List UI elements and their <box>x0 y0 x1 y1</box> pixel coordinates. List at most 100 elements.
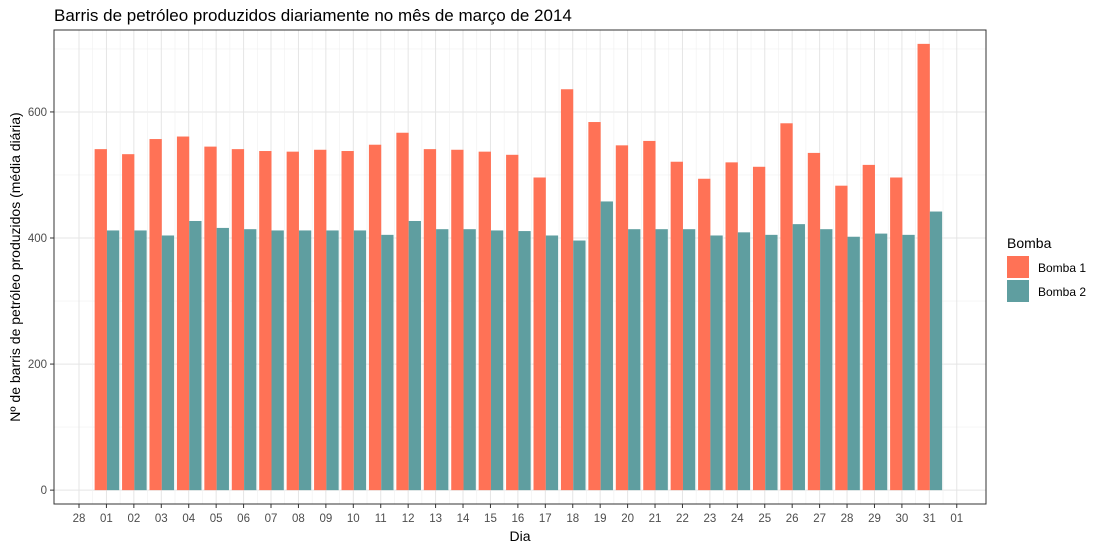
bar-bomba-1-day-18 <box>560 89 574 491</box>
x-tick-label: 02 <box>127 513 140 525</box>
y-axis: 0 200 400 600 <box>28 107 54 497</box>
x-tick-label: 10 <box>347 513 360 525</box>
bar-bomba-1-day-27 <box>807 152 821 491</box>
bar-bomba-1-day-09 <box>314 149 327 491</box>
bar-bomba-2-day-28 <box>847 236 860 491</box>
bar-bomba-2-day-06 <box>244 229 257 491</box>
x-tick-label: 18 <box>566 513 579 525</box>
bar-bomba-1-day-07 <box>259 151 272 491</box>
bar-bomba-1-day-26 <box>780 123 793 491</box>
bar-bomba-2-day-02 <box>134 230 147 491</box>
bar-bomba-2-day-01 <box>106 230 120 491</box>
bar-bomba-2-day-23 <box>710 235 723 491</box>
bar-bomba-2-day-12 <box>408 220 421 491</box>
x-tick-label: 29 <box>868 513 881 525</box>
x-tick-label: 08 <box>292 513 305 525</box>
bar-bomba-2-day-19 <box>600 201 613 491</box>
x-tick-label: 07 <box>265 513 278 525</box>
x-tick-label: 16 <box>511 513 524 525</box>
bar-bomba-1-day-14 <box>451 149 464 491</box>
bar-bomba-1-day-31 <box>917 43 930 491</box>
x-tick-label: 03 <box>155 513 168 525</box>
bar-bomba-2-day-10 <box>353 230 367 491</box>
bar-bomba-1-day-12 <box>396 132 409 491</box>
bar-bomba-1-day-21 <box>643 140 656 491</box>
x-tick-label: 15 <box>484 513 497 525</box>
bar-bomba-1-day-13 <box>423 149 437 491</box>
bar-bomba-1-day-04 <box>176 136 190 491</box>
bar-bomba-2-day-11 <box>381 234 394 491</box>
legend-key-bomba-2 <box>1007 280 1029 302</box>
bars <box>94 43 943 491</box>
bar-bomba-2-day-20 <box>628 229 641 491</box>
x-tick-label: 27 <box>813 513 826 525</box>
bar-bomba-1-day-20 <box>615 145 629 491</box>
x-tick-label: 25 <box>758 513 771 525</box>
chart-title: Barris de petróleo produzidos diariament… <box>54 6 572 25</box>
x-axis-title: Dia <box>509 528 530 544</box>
y-tick-label: 400 <box>28 233 47 245</box>
bar-bomba-2-day-13 <box>436 229 449 491</box>
legend-title: Bomba <box>1007 235 1052 251</box>
bar-bomba-1-day-06 <box>231 149 245 491</box>
plot-panel-border <box>53 29 987 505</box>
bar-bomba-1-day-15 <box>478 151 491 491</box>
x-tick-label: 12 <box>402 513 415 525</box>
bar-bomba-2-day-15 <box>490 230 504 491</box>
legend: Bomba Bomba 1 Bomba 2 <box>1007 235 1086 302</box>
bar-bomba-1-day-29 <box>862 164 875 491</box>
bar-bomba-2-day-07 <box>271 230 284 491</box>
bar-bomba-2-day-17 <box>545 235 559 491</box>
bar-bomba-1-day-28 <box>835 185 848 491</box>
x-tick-label: 05 <box>210 513 223 525</box>
bar-bomba-1-day-02 <box>122 154 135 491</box>
bar-bomba-2-day-30 <box>902 234 915 491</box>
bar-bomba-1-day-03 <box>149 139 162 491</box>
bar-bomba-1-day-08 <box>286 151 299 491</box>
bar-bomba-1-day-16 <box>506 154 519 491</box>
bar-bomba-1-day-23 <box>698 178 711 491</box>
y-tick-label: 600 <box>28 107 47 119</box>
y-axis-title: Nº de barris de petróleo produzidos (méd… <box>7 112 23 421</box>
x-tick-label: 22 <box>676 513 689 525</box>
x-tick-label: 14 <box>457 513 470 525</box>
bar-bomba-2-day-08 <box>298 230 312 491</box>
x-tick-label: 09 <box>319 513 332 525</box>
bar-bomba-1-day-30 <box>890 177 903 491</box>
bar-bomba-2-day-14 <box>463 229 476 491</box>
x-tick-label: 11 <box>375 513 387 525</box>
x-tick-label: 20 <box>621 513 634 525</box>
x-tick-label: 28 <box>841 513 854 525</box>
x-axis: 28 01 02 03 04 05 06 07 08 09 10 11 12 13 14 15 16 17 18 19… <box>73 504 963 525</box>
bar-bomba-2-day-03 <box>161 235 175 491</box>
legend-label-bomba-2: Bomba 2 <box>1038 285 1086 299</box>
bar-bomba-1-day-25 <box>752 166 766 491</box>
bar-bomba-1-day-19 <box>588 122 601 491</box>
bar-bomba-2-day-31 <box>929 211 943 491</box>
bar-bomba-2-day-26 <box>792 224 805 491</box>
x-tick-label: 13 <box>429 513 442 525</box>
bar-bomba-1-day-22 <box>670 161 683 491</box>
x-tick-label: 06 <box>237 513 250 525</box>
x-tick-label: 23 <box>703 513 716 525</box>
x-tick-label: 17 <box>539 513 552 525</box>
bar-bomba-2-day-22 <box>682 229 696 491</box>
x-tick-label: 28 <box>73 513 86 525</box>
x-tick-label: 21 <box>649 513 662 525</box>
bar-bomba-1-day-10 <box>341 151 354 491</box>
bar-bomba-2-day-16 <box>518 231 531 491</box>
x-tick-label: 30 <box>896 513 909 525</box>
bar-bomba-2-day-21 <box>655 229 668 491</box>
bar-bomba-2-day-09 <box>326 230 339 491</box>
bar-bomba-1-day-17 <box>533 177 546 491</box>
bar-bomba-2-day-27 <box>820 229 833 491</box>
bar-bomba-2-day-29 <box>874 233 888 491</box>
bar-bomba-1-day-01 <box>94 149 107 491</box>
x-tick-label: 01 <box>950 513 963 525</box>
bar-bomba-2-day-25 <box>765 234 778 491</box>
x-tick-label: 26 <box>786 513 799 525</box>
y-tick-label: 0 <box>41 485 47 497</box>
bar-bomba-2-day-18 <box>573 240 586 491</box>
